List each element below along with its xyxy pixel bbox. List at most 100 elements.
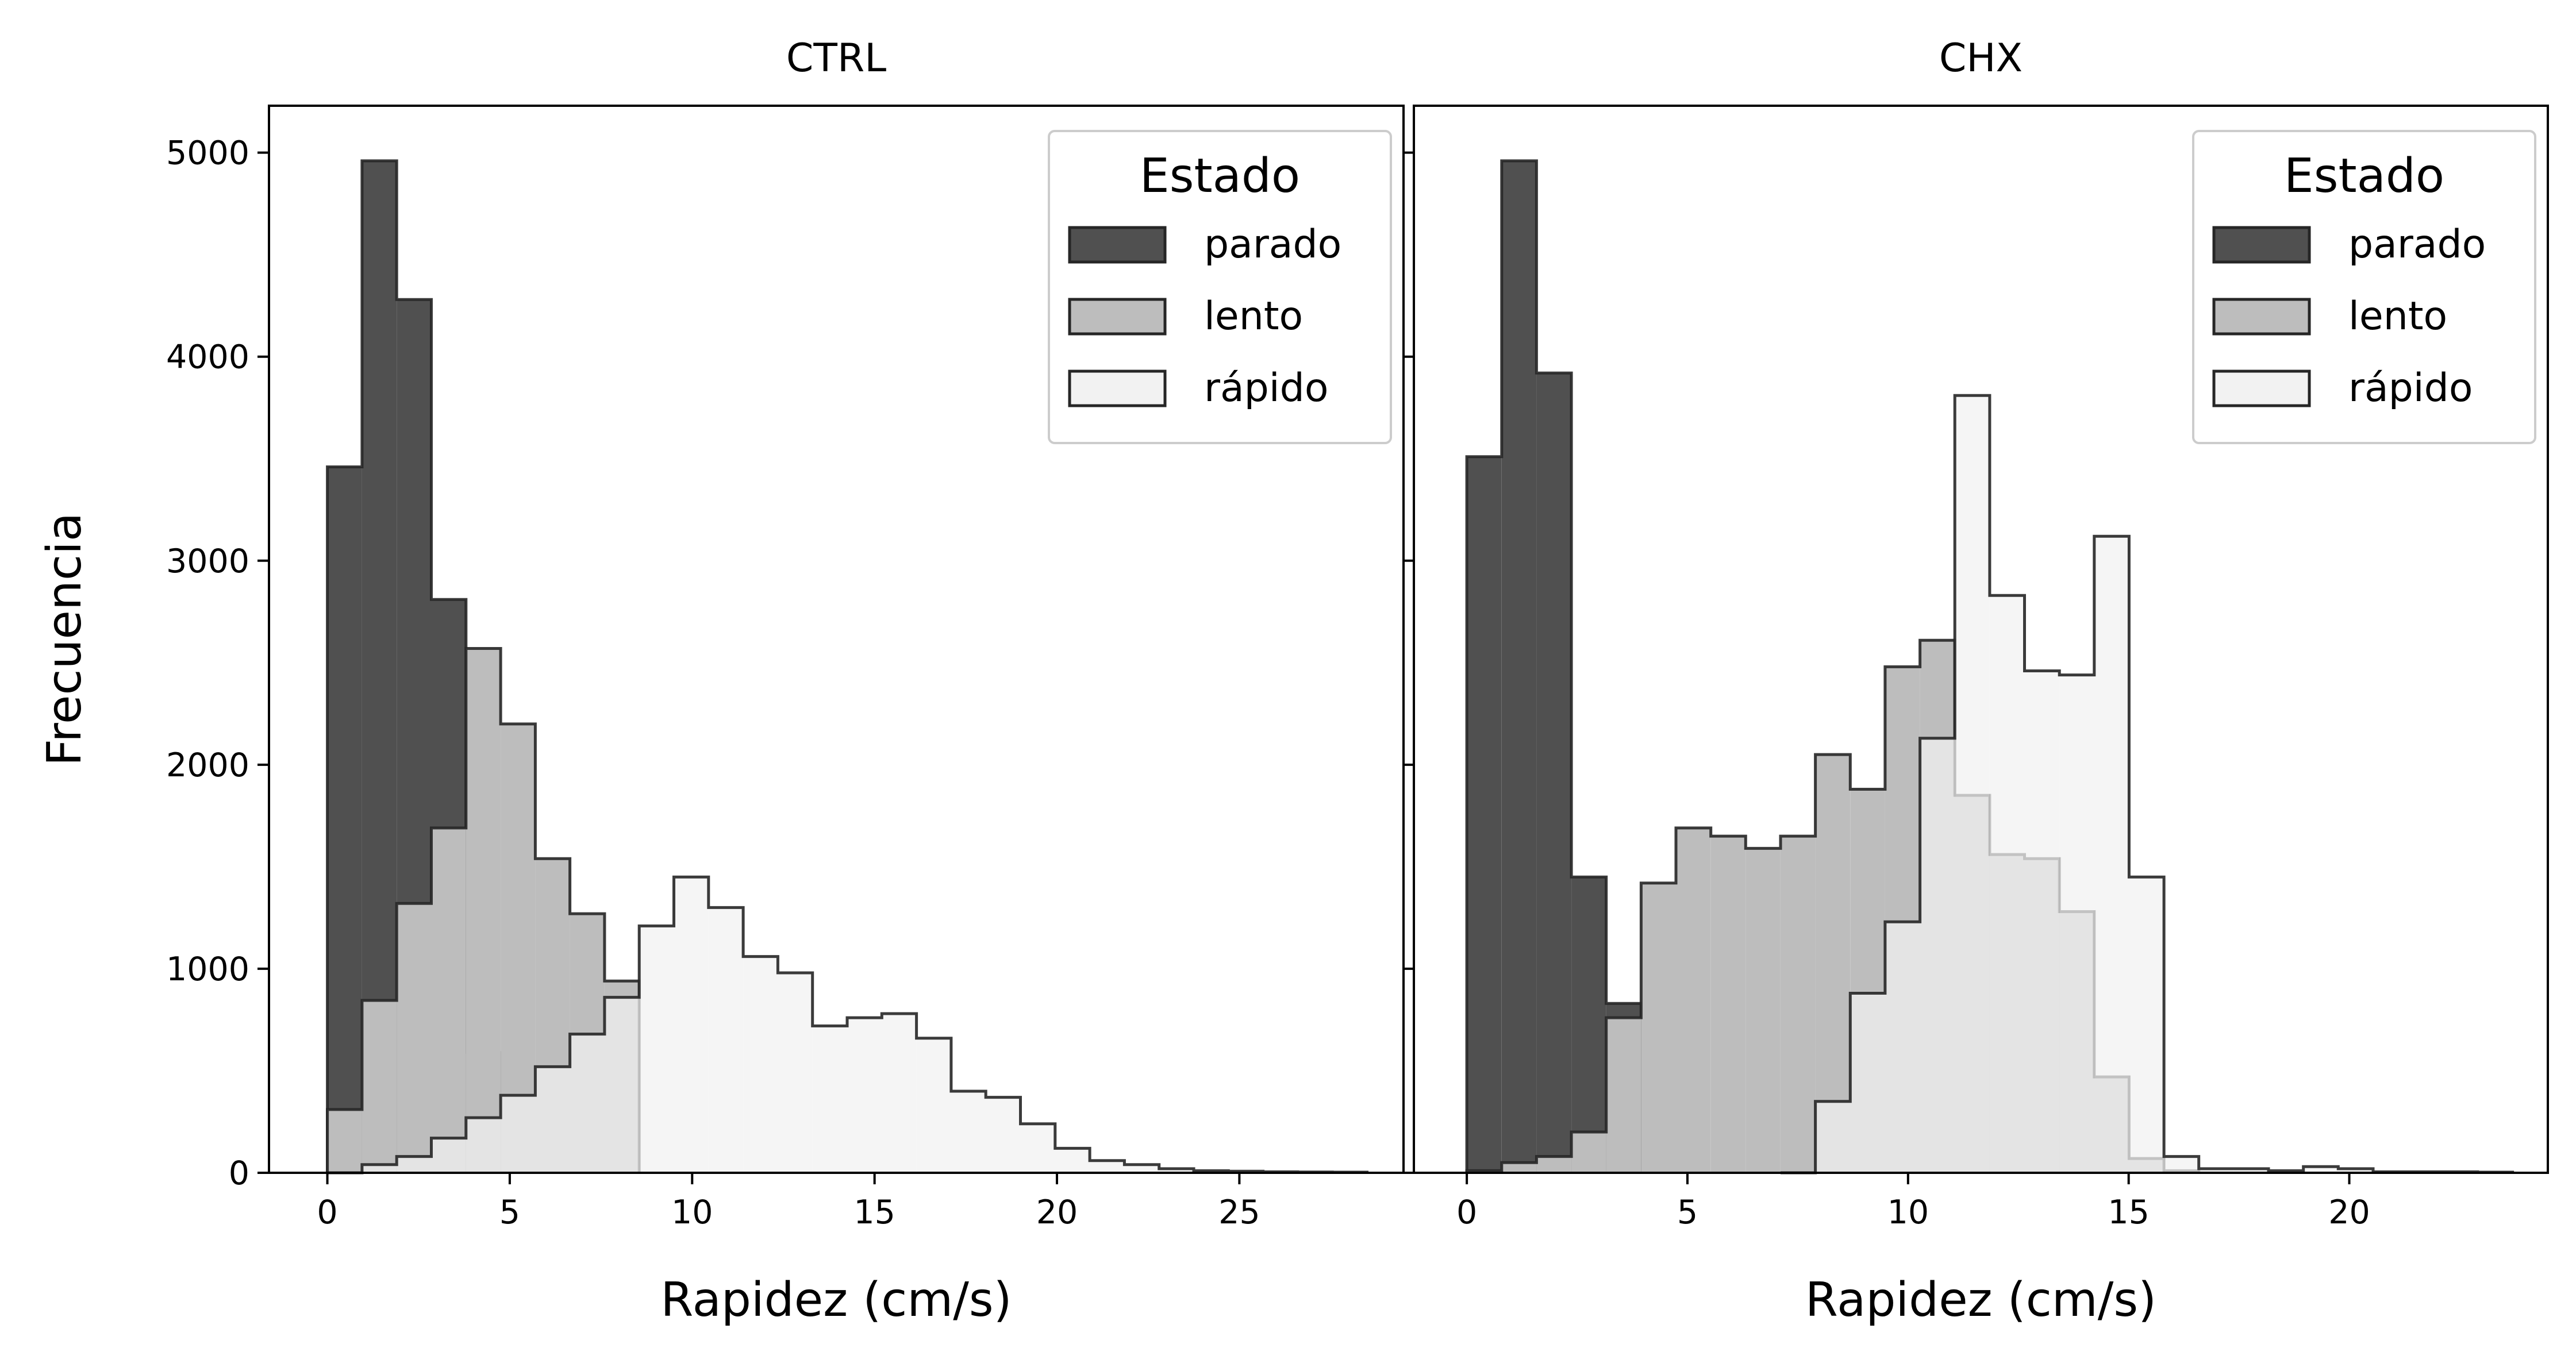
chx-series-rapido (1781, 394, 2515, 1175)
chx-outline-rapido (1781, 394, 2515, 1175)
ctrl-legend-label-lento: lento (1204, 294, 1303, 339)
ctrl-bar-rapido (778, 973, 813, 1173)
chx-x-tick-label: 10 (1887, 1193, 1929, 1231)
chx-bar-rapido (2233, 1168, 2269, 1173)
ctrl-y-tick-label: 4000 (166, 338, 249, 376)
ctrl-legend-box (1048, 130, 1392, 444)
ctrl-y-tick-label: 2000 (166, 746, 249, 784)
chx-bar-lento (1536, 1156, 1571, 1173)
chx-legend-swatch-lento (2212, 298, 2311, 336)
chx-legend: Estado parado lento rápido (2192, 130, 2536, 444)
chx-bar-rapido (1850, 993, 1885, 1173)
ctrl-bar-rapido (674, 877, 709, 1173)
ctrl-panel-title: CTRL (786, 36, 886, 81)
ctrl-y-tick-label: 3000 (166, 542, 249, 580)
ctrl-bar-rapido (466, 1118, 501, 1173)
chx-bar-rapido (2303, 1166, 2339, 1173)
ctrl-bar-lento (362, 1000, 397, 1173)
chx-ticks: 0 5 10 15 20 (1402, 151, 2370, 1231)
chx-legend-swatch-rapido (2212, 369, 2311, 407)
ctrl-bar-rapido (882, 1014, 917, 1173)
ctrl-bars (326, 159, 1368, 1175)
chx-x-axis-label: Rapidez (cm/s) (1805, 1273, 2156, 1327)
ctrl-bar-lento (466, 648, 501, 1173)
chx-bar-rapido (1989, 595, 2025, 1173)
ctrl-legend-swatch-parado (1068, 226, 1167, 264)
chx-bar-rapido (1955, 395, 1990, 1173)
ctrl-x-tick-label: 5 (499, 1193, 520, 1231)
ctrl-bar-lento (327, 1109, 362, 1173)
chx-legend-label-lento: lento (2348, 294, 2447, 339)
ctrl-legend-title: Estado (1140, 149, 1300, 203)
chx-legend-box (2192, 130, 2536, 444)
chx-bars (1465, 159, 2515, 1175)
ctrl-bar-rapido (535, 1066, 570, 1173)
ctrl-outline-rapido (327, 875, 1368, 1175)
chx-bar-parado (1571, 877, 1606, 1173)
ctrl-plot-frame (268, 105, 1405, 1174)
ctrl-bar-rapido (570, 1034, 605, 1173)
chx-bar-lento (1676, 827, 1711, 1173)
ctrl-bar-rapido (604, 997, 640, 1173)
ctrl-x-tick-label: 20 (1036, 1193, 1078, 1231)
ctrl-x-tick-label: 15 (853, 1193, 895, 1231)
chx-bar-rapido (2338, 1168, 2373, 1173)
chx-bar-rapido (1920, 738, 1955, 1173)
chx-bar-parado (1467, 456, 1502, 1173)
ctrl-bar-rapido (397, 1156, 432, 1173)
ctrl-bar-rapido (708, 907, 744, 1173)
chx-legend-swatch-parado (2212, 226, 2311, 264)
chx-x-tick-label: 15 (2108, 1193, 2150, 1231)
ctrl-bar-rapido (1090, 1160, 1125, 1173)
chx-x-tick-label: 0 (1456, 1193, 1477, 1231)
chx-bar-rapido (2198, 1168, 2234, 1173)
y-axis-label: Frecuencia (37, 513, 92, 766)
chx-legend-label-parado: parado (2348, 222, 2486, 267)
ctrl-bar-rapido (1020, 1123, 1055, 1173)
ctrl-legend-swatch-rapido (1068, 369, 1167, 407)
chx-legend-label-rapido: rápido (2348, 365, 2473, 411)
chx-bar-parado (1536, 373, 1571, 1173)
chx-bar-lento (1781, 836, 1816, 1173)
ctrl-bar-rapido (812, 1026, 847, 1173)
ctrl-bar-rapido (1124, 1164, 1159, 1173)
ctrl-y-tick-label: 0 (229, 1154, 249, 1192)
chx-outline-parado (1465, 159, 1643, 1173)
chx-plot-frame (1413, 105, 2549, 1174)
ctrl-x-tick-label: 25 (1218, 1193, 1260, 1231)
panel-ctrl: 0 5 10 15 20 25 0 1000 2000 3000 4000 5000 CTRL Rap… (37, 36, 1405, 1327)
ctrl-bar-rapido (639, 926, 674, 1173)
ctrl-series-rapido (327, 875, 1368, 1175)
ctrl-bar-lento (431, 827, 466, 1173)
chx-bar-rapido (1885, 922, 1920, 1173)
chx-bar-lento (1606, 1018, 1641, 1173)
ctrl-legend-swatch-lento (1068, 298, 1167, 336)
ctrl-bar-rapido (1055, 1148, 1090, 1173)
ctrl-x-tick-label: 10 (671, 1193, 713, 1231)
ctrl-x-tick-label: 0 (317, 1193, 337, 1231)
ctrl-legend-label-parado: parado (1204, 222, 1341, 267)
chx-x-tick-label: 20 (2328, 1193, 2370, 1231)
ctrl-bar-rapido (743, 956, 778, 1173)
chx-bar-rapido (2129, 877, 2164, 1173)
chx-legend-title: Estado (2284, 149, 2444, 203)
ctrl-bar-rapido (916, 1038, 951, 1173)
ctrl-legend: Estado parado lento rápido (1048, 130, 1392, 444)
chx-bar-lento (1501, 1162, 1537, 1173)
ctrl-bar-rapido (951, 1091, 986, 1173)
ctrl-y-tick-label: 1000 (166, 950, 249, 988)
ctrl-bar-rapido (847, 1018, 882, 1173)
chx-bar-lento (1710, 836, 1746, 1173)
ctrl-bar-rapido (986, 1097, 1021, 1173)
ctrl-ticks: 0 5 10 15 20 25 0 1000 2000 3000 4000 5000 (166, 134, 1260, 1231)
ctrl-bar-rapido (501, 1095, 536, 1173)
chx-bar-lento (1641, 883, 1676, 1173)
ctrl-bar-rapido (431, 1138, 466, 1173)
chx-bar-rapido (1815, 1101, 1851, 1173)
chx-bar-rapido (2164, 1156, 2199, 1173)
ctrl-legend-label-rapido: rápido (1204, 365, 1328, 411)
chx-x-tick-label: 5 (1677, 1193, 1698, 1231)
ctrl-bar-rapido (362, 1164, 397, 1173)
chx-bar-lento (1745, 848, 1781, 1173)
